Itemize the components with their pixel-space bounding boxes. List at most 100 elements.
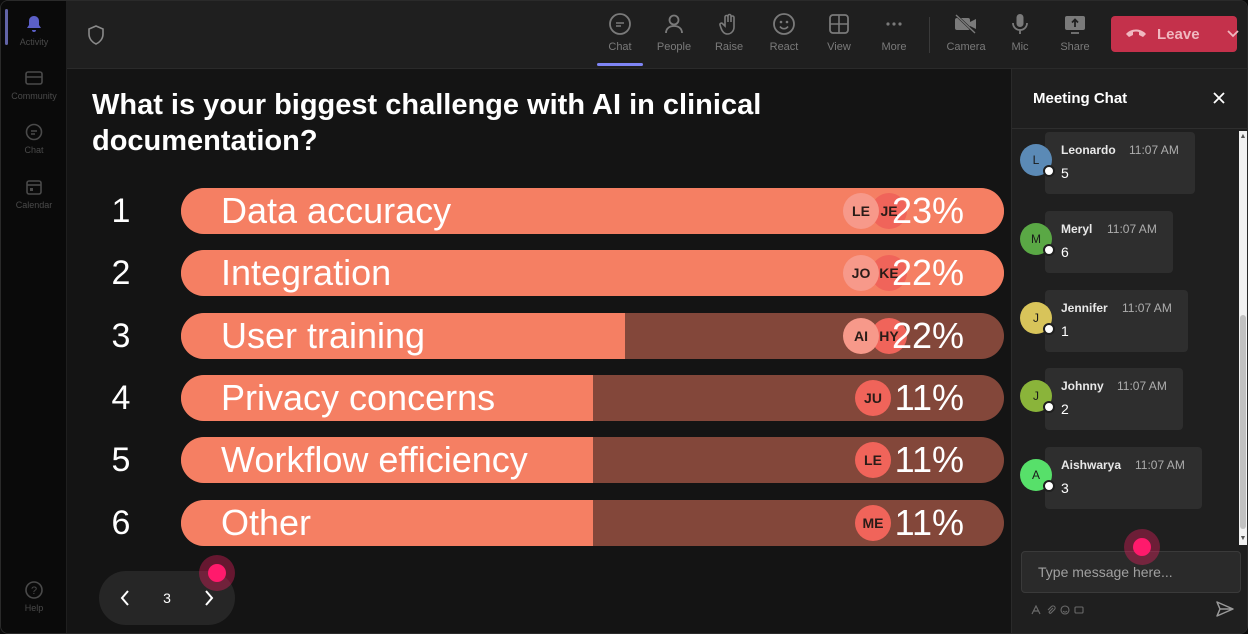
view-button[interactable]: View xyxy=(814,11,864,65)
chat-message: Leonardo 11:07 AM 5 L xyxy=(1020,132,1210,196)
result-bar-fill xyxy=(181,499,593,546)
camera-button[interactable]: Camera xyxy=(941,11,991,65)
option-percent: 11% xyxy=(894,501,964,543)
voter-avatar: AI xyxy=(843,317,879,354)
chat-button[interactable]: Chat xyxy=(595,11,645,65)
message-text: 3 xyxy=(1061,480,1069,496)
rail-item-help[interactable]: ? Help xyxy=(1,579,67,613)
meeting-toolbar: Chat People Raise React View xyxy=(67,1,1247,69)
react-button[interactable]: React xyxy=(759,11,809,65)
sender-name: Johnny xyxy=(1061,379,1104,393)
raise-hand-button[interactable]: Raise xyxy=(704,11,754,65)
rail-item-chat[interactable]: Chat xyxy=(1,121,67,155)
message-bubble: Meryl 11:07 AM 6 xyxy=(1045,211,1173,273)
poll-option: 1 Data accuracy JE LE 23% xyxy=(101,188,1004,234)
chat-message: Johnny 11:07 AM 2 J xyxy=(1020,368,1210,432)
message-bubble: Johnny 11:07 AM 2 xyxy=(1045,368,1183,430)
scroll-up-arrow[interactable]: ▲ xyxy=(1239,131,1247,143)
presence-status-dot xyxy=(1043,244,1055,256)
voter-avatar: JU xyxy=(855,379,891,416)
option-percent: 22% xyxy=(891,314,964,356)
sender-name: Jennifer xyxy=(1061,301,1108,315)
close-icon[interactable] xyxy=(1210,89,1228,107)
message-timestamp: 11:07 AM xyxy=(1129,143,1179,157)
message-text: 1 xyxy=(1061,323,1069,339)
mic-label: Mic xyxy=(1011,41,1029,53)
help-icon: ? xyxy=(23,579,45,601)
scrollbar-thumb[interactable] xyxy=(1240,315,1246,529)
shield-icon[interactable] xyxy=(87,25,105,50)
option-percent: 11% xyxy=(894,439,964,481)
leave-label: Leave xyxy=(1157,25,1200,43)
poll-option: 6 Other ME 11% xyxy=(101,499,1004,546)
option-percent: 22% xyxy=(891,252,964,294)
people-icon xyxy=(661,11,687,37)
rail-item-community[interactable]: Community xyxy=(1,67,67,101)
chat-icon xyxy=(23,121,45,143)
gif-icon[interactable] xyxy=(1073,605,1085,615)
presence-status-dot xyxy=(1043,401,1055,413)
result-bar: Data accuracy JE LE 23% xyxy=(181,188,1004,234)
rail-item-activity[interactable]: Activity xyxy=(1,13,67,47)
attach-icon[interactable] xyxy=(1045,605,1057,615)
more-label: More xyxy=(881,41,907,53)
share-screen-icon xyxy=(1062,11,1088,37)
voter-avatar: JO xyxy=(843,255,879,292)
chevron-left-icon xyxy=(120,590,129,606)
result-bar: Other ME 11% xyxy=(181,499,1004,546)
sender-name: Aishwarya xyxy=(1061,458,1122,472)
voter-avatar: LE xyxy=(843,193,879,229)
chat-scrollbar[interactable]: ▲ ▼ xyxy=(1237,131,1247,545)
result-bar: User training HY AI 22% xyxy=(181,312,1004,359)
message-bubble: Jennifer 11:07 AM 1 xyxy=(1045,290,1188,352)
send-icon[interactable] xyxy=(1215,600,1235,618)
format-icon[interactable] xyxy=(1030,604,1042,615)
active-tab-underline xyxy=(597,63,643,66)
message-text: 6 xyxy=(1061,244,1069,260)
chat-message: Meryl 11:07 AM 6 M xyxy=(1020,211,1210,275)
more-button[interactable]: More xyxy=(869,11,919,65)
voter-avatar: KE xyxy=(871,255,907,292)
option-percent: 11% xyxy=(894,376,964,418)
previous-page-button[interactable] xyxy=(113,586,137,610)
leave-button[interactable]: Leave xyxy=(1111,16,1240,52)
people-button[interactable]: People xyxy=(649,11,699,65)
message-timestamp: 11:07 AM xyxy=(1107,222,1157,236)
option-rank: 3 xyxy=(111,316,131,355)
chevron-down-icon[interactable] xyxy=(1226,26,1240,43)
click-indicator xyxy=(199,555,235,591)
chat-title: Meeting Chat xyxy=(1033,90,1128,107)
next-page-button[interactable] xyxy=(197,586,221,610)
mic-button[interactable]: Mic xyxy=(995,11,1045,65)
option-rank: 5 xyxy=(111,441,131,480)
share-label: Share xyxy=(1060,41,1090,53)
message-text: 5 xyxy=(1061,165,1069,181)
voter-avatar: LE xyxy=(855,442,891,479)
poll-option: 5 Workflow efficiency LE 11% xyxy=(101,437,1004,484)
result-bar: Workflow efficiency LE 11% xyxy=(181,437,1004,484)
community-icon xyxy=(23,67,45,89)
message-bubble: Aishwarya 11:07 AM 3 xyxy=(1045,447,1202,509)
page-number: 3 xyxy=(163,590,171,606)
chat-message: Aishwarya 11:07 AM 3 A xyxy=(1020,447,1210,511)
svg-text:?: ? xyxy=(31,585,37,597)
emoji-icon[interactable] xyxy=(1059,605,1071,615)
click-indicator xyxy=(1124,529,1160,565)
option-rank: 6 xyxy=(111,503,131,542)
bell-icon xyxy=(23,13,45,35)
poll-option: 2 Integration KE JO 22% xyxy=(101,250,1004,297)
chat-icon xyxy=(607,11,633,37)
smiley-icon xyxy=(771,11,797,37)
poll-question: What is your biggest challenge with AI i… xyxy=(92,89,762,157)
people-label: People xyxy=(656,41,692,53)
result-bar: Integration KE JO 22% xyxy=(181,250,1004,297)
share-button[interactable]: Share xyxy=(1050,11,1100,65)
presence-status-dot xyxy=(1043,165,1055,177)
option-label: Integration xyxy=(221,252,392,294)
poll-option: 3 User training HY AI 22% xyxy=(101,312,1004,359)
rail-item-calendar[interactable]: Calendar xyxy=(1,176,67,210)
scroll-down-arrow[interactable]: ▼ xyxy=(1239,533,1247,545)
rail-item-label: Community xyxy=(11,91,57,101)
chat-message-input[interactable] xyxy=(1021,551,1241,593)
toolbar-divider xyxy=(929,17,930,53)
